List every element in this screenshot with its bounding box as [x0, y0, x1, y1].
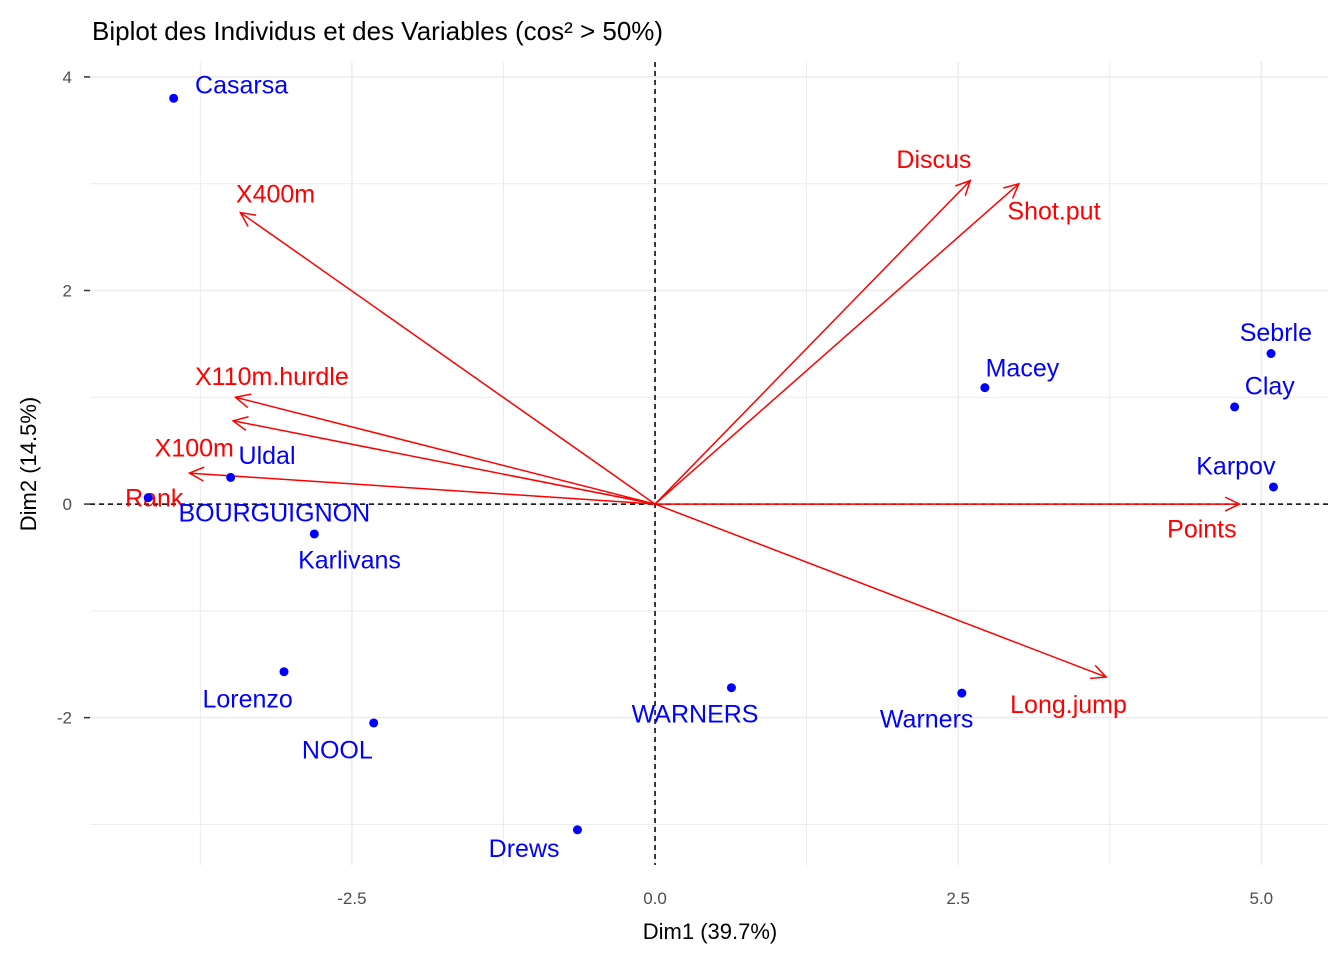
individual-label: Lorenzo — [202, 685, 292, 713]
individual-label: Karlivans — [298, 547, 401, 575]
arrow-head-icon — [955, 179, 972, 196]
individual-label: NOOL — [302, 737, 373, 765]
individual-point — [169, 93, 179, 103]
individual-point — [980, 383, 990, 393]
variable-arrow — [189, 472, 656, 505]
variable-arrows: Discus Shot.put X400m X110m.hurdle X100m Rank… — [125, 146, 1242, 719]
individual-label: Clay — [1245, 373, 1296, 401]
chart-title: Biplot des Individus et des Variables (c… — [92, 16, 663, 46]
individual-point — [1268, 482, 1278, 492]
variable-label: Long.jump — [1010, 691, 1127, 719]
variable-arrow — [232, 420, 656, 505]
individual-label: Sebrle — [1240, 319, 1312, 347]
individual-point — [572, 825, 582, 835]
arrow-head-icon — [231, 416, 249, 432]
individual-label: WARNERS — [632, 700, 759, 728]
individual-label: Uldal — [239, 442, 296, 470]
individual-label: BOURGUIGNON — [178, 500, 370, 528]
individual-point — [957, 688, 967, 698]
y-axis-title: Dim2 (14.5%) — [16, 397, 41, 531]
arrow-head-icon — [1090, 664, 1108, 680]
x-axis-title: Dim1 (39.7%) — [643, 919, 777, 944]
reference-lines — [90, 62, 1328, 865]
individual-point — [1266, 349, 1276, 359]
arrow-head-icon — [1003, 182, 1021, 199]
variable-label: X110m.hurdle — [195, 363, 349, 391]
variable-arrow — [654, 180, 971, 505]
individual-point — [226, 472, 236, 482]
variable-arrow — [235, 396, 656, 505]
individual-label: Warners — [880, 706, 974, 734]
arrow-head-icon — [233, 393, 252, 409]
y-tick-label: 4 — [63, 68, 72, 87]
individual-point — [309, 529, 319, 539]
variable-arrow — [654, 183, 1020, 505]
x-tick-label: 5.0 — [1249, 889, 1273, 908]
y-tick-label: 0 — [63, 495, 72, 514]
individual-point — [369, 718, 379, 728]
variable-label: X400m — [236, 180, 315, 208]
individual-point — [143, 493, 153, 503]
individual-points: Casarsa Sebrle Clay Macey Karpov Uldal BOURGUI… — [143, 71, 1312, 863]
variable-label: Rank — [125, 485, 184, 513]
x-tick-label: 0.0 — [643, 889, 667, 908]
individual-point — [726, 683, 736, 693]
x-tick-label: -2.5 — [337, 889, 366, 908]
arrow-head-icon — [238, 211, 257, 227]
individual-label: Macey — [986, 354, 1060, 382]
arrow-head-icon — [1224, 496, 1242, 512]
individual-label: Casarsa — [195, 71, 288, 99]
individual-point — [1230, 402, 1240, 412]
variable-label: X100m — [155, 434, 234, 462]
y-tick-label: 2 — [63, 282, 72, 301]
variable-label: Shot.put — [1007, 197, 1100, 225]
individual-label: Drews — [489, 835, 560, 863]
x-tick-label: 2.5 — [946, 889, 970, 908]
axis-ticks: -2.5 0.0 2.5 5.0 -2 0 2 4 — [57, 68, 1273, 908]
y-tick-label: -2 — [57, 709, 72, 728]
variable-arrow — [654, 503, 1107, 678]
individual-label: Karpov — [1196, 453, 1276, 481]
arrow-head-icon — [187, 466, 205, 482]
variable-label: Discus — [896, 146, 971, 174]
variable-label: Points — [1167, 516, 1236, 544]
individual-point — [279, 667, 289, 677]
variable-arrow — [239, 211, 656, 505]
